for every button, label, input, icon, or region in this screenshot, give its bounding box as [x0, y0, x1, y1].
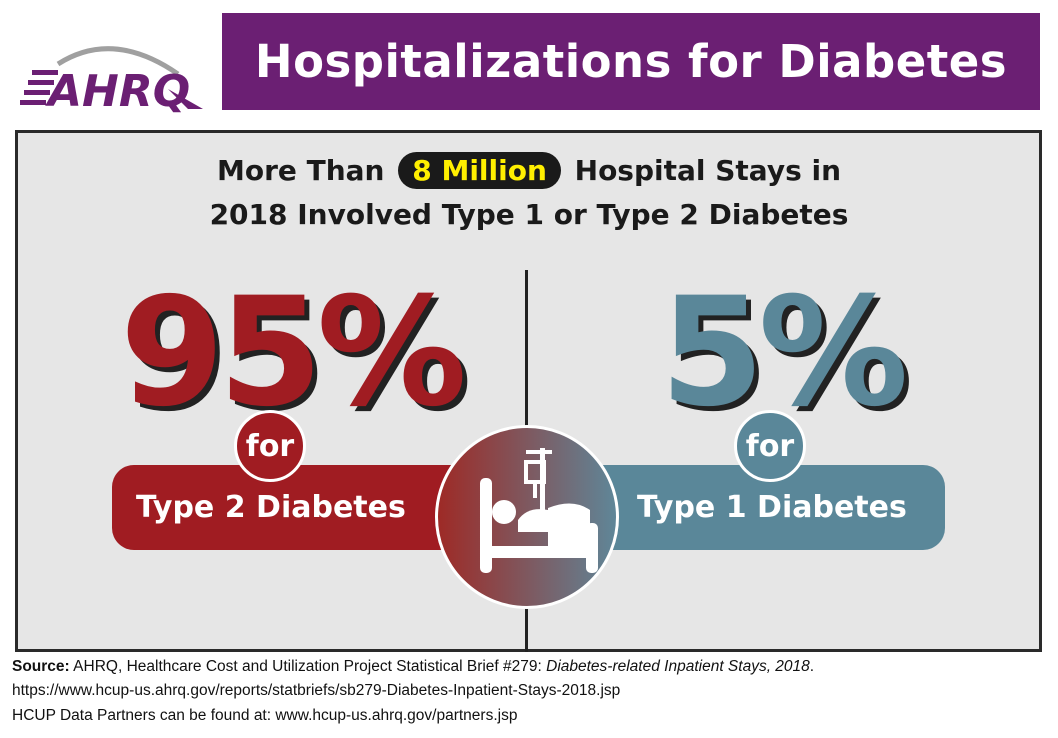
type2-for-badge: for	[234, 410, 306, 482]
headline-text: More Than	[216, 154, 385, 187]
source-title: Diabetes-related Inpatient Stays, 2018	[546, 658, 810, 675]
source-end: .	[809, 658, 815, 675]
page-title: Hospitalizations for Diabetes	[222, 13, 1040, 110]
type2-percent: 95%	[120, 266, 467, 440]
hospital-bed-icon	[435, 425, 619, 609]
highlight-pill: 8 Million	[398, 152, 561, 189]
type1-percent: 5%	[660, 266, 909, 440]
headline-line-2: 2018 Involved Type 1 or Type 2 Diabetes	[209, 198, 849, 231]
ahrq-logo: AHRQ	[18, 34, 210, 117]
headline-line-1: More Than 8 Million Hospital Stays in	[0, 152, 1058, 189]
headline-text: Hospital Stays in	[574, 154, 842, 187]
source-citation: Source: AHRQ, Healthcare Cost and Utiliz…	[12, 658, 814, 676]
source-url[interactable]: https://www.hcup-us.ahrq.gov/reports/sta…	[12, 682, 621, 699]
type2-label-bar: Type 2 Diabetes	[112, 465, 482, 550]
partners-note: HCUP Data Partners can be found at: www.…	[12, 707, 518, 724]
svg-text:AHRQ: AHRQ	[45, 66, 190, 114]
source-label: Source:	[12, 658, 70, 675]
type1-for-badge: for	[734, 410, 806, 482]
source-text: AHRQ, Healthcare Cost and Utilization Pr…	[69, 658, 547, 675]
